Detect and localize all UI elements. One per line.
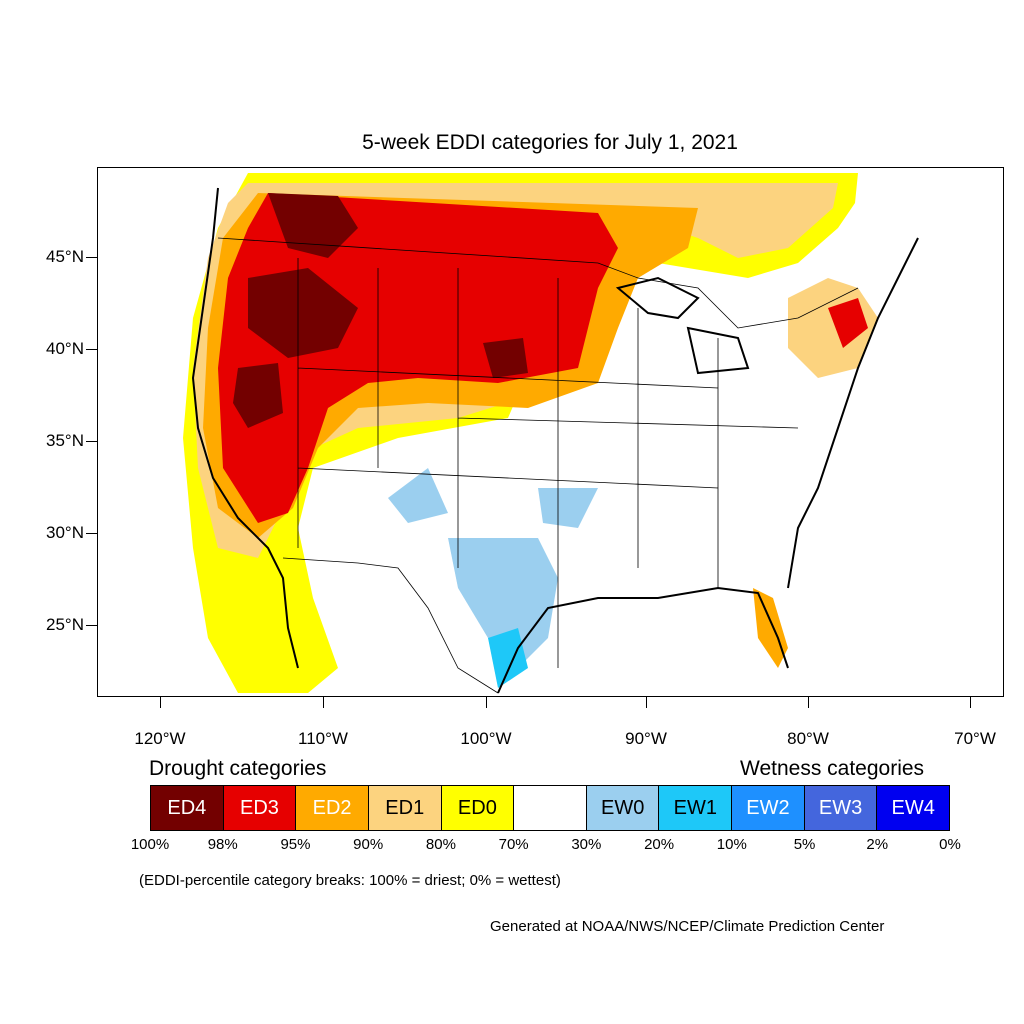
coastlines xyxy=(191,187,919,694)
category-shading xyxy=(183,173,878,693)
legend-break-label: 20% xyxy=(644,836,675,853)
lon-label-80: 80°W xyxy=(787,729,829,748)
legend-swatch-ew2: EW2 xyxy=(732,786,805,830)
lat-tick-30 xyxy=(86,533,97,534)
lat-tick-40 xyxy=(86,349,97,350)
region-ed4-great-basin xyxy=(233,363,283,428)
legend-break-label: 30% xyxy=(571,836,602,853)
region-ed4-north xyxy=(268,193,358,258)
region-ew0-southern-plains xyxy=(538,488,598,528)
legend-break-label: 100% xyxy=(130,836,170,853)
lon-tick-90 xyxy=(646,697,647,708)
lon-label-110: 110°W xyxy=(298,729,348,748)
lon-tick-120 xyxy=(160,697,161,708)
wetness-heading: Wetness categories xyxy=(740,757,925,780)
legend-swatch-neutral xyxy=(514,786,587,830)
legend-swatch-ew4: EW4 xyxy=(877,786,950,830)
lon-label-100: 100°W xyxy=(460,729,512,748)
lon-tick-100 xyxy=(486,697,487,708)
pacific-coast xyxy=(191,187,299,669)
legend-break-label: 95% xyxy=(280,836,311,853)
legend-break-label: 10% xyxy=(716,836,747,853)
legend-swatch-ew0: EW0 xyxy=(586,786,660,830)
legend-swatch-ew1: EW1 xyxy=(659,786,733,830)
lon-tick-80 xyxy=(808,697,809,708)
lat-tick-45 xyxy=(86,257,97,258)
drought-heading: Drought categories xyxy=(149,757,327,780)
legend-swatch-ed2: ED2 xyxy=(296,786,369,830)
category-note: (EDDI-percentile category breaks: 100% =… xyxy=(139,872,561,889)
legend-break-label: 98% xyxy=(207,836,238,853)
region-ed2-florida xyxy=(753,588,788,668)
credit-line: Generated at NOAA/NWS/NCEP/Climate Predi… xyxy=(490,918,885,935)
lat-label-30: 30°N xyxy=(46,523,84,542)
atlantic-coast xyxy=(787,237,919,589)
lat-label-45: 45°N xyxy=(46,247,84,266)
us-canada-border xyxy=(217,237,859,329)
region-ed3-northeast xyxy=(828,298,868,348)
boundaries xyxy=(217,237,859,694)
lat-label-35: 35°N xyxy=(46,431,84,450)
gulf-coast xyxy=(497,586,789,694)
legend-swatch-ed1: ED1 xyxy=(368,786,442,830)
legend-swatch-ew3: EW3 xyxy=(804,786,878,830)
legend-swatch-ed3: ED3 xyxy=(223,786,297,830)
lat-label-40: 40°N xyxy=(46,339,84,358)
great-lakes xyxy=(615,276,750,375)
lon-label-120: 120°W xyxy=(134,729,186,748)
region-ew0-texas xyxy=(448,538,558,668)
region-ed3 xyxy=(218,193,618,523)
legend-break-label: 80% xyxy=(425,836,456,853)
region-ed4-northwest xyxy=(248,268,358,358)
lon-label-90: 90°W xyxy=(625,729,667,748)
legend-break-label: 90% xyxy=(353,836,384,853)
lat-tick-25 xyxy=(86,625,97,626)
lon-label-70: 70°W xyxy=(954,729,996,748)
map-title: 5-week EDDI categories for July 1, 2021 xyxy=(362,131,738,154)
map-canvas xyxy=(183,173,919,694)
region-ew0-southwest xyxy=(388,468,448,523)
lat-label-25: 25°N xyxy=(46,615,84,634)
lon-tick-110 xyxy=(323,697,324,708)
lat-tick-35 xyxy=(86,441,97,442)
region-ed4-dakotas xyxy=(483,338,528,378)
legend-break-label: 70% xyxy=(498,836,529,853)
legend-break-label: 0% xyxy=(939,836,961,853)
lon-tick-70 xyxy=(970,697,971,708)
region-ew1-coast xyxy=(488,628,528,688)
state-lines xyxy=(297,258,799,668)
legend-break-label: 2% xyxy=(866,836,889,853)
eddi-map xyxy=(97,167,1004,697)
legend-swatch-ed4: ED4 xyxy=(151,786,224,830)
category-legend: ED4 ED3 ED2 ED1 ED0 EW0 EW1 EW2 EW3 EW4 xyxy=(150,785,950,831)
legend-swatch-ed0: ED0 xyxy=(441,786,515,830)
legend-break-label: 5% xyxy=(793,836,816,853)
us-mexico-border xyxy=(282,557,499,694)
